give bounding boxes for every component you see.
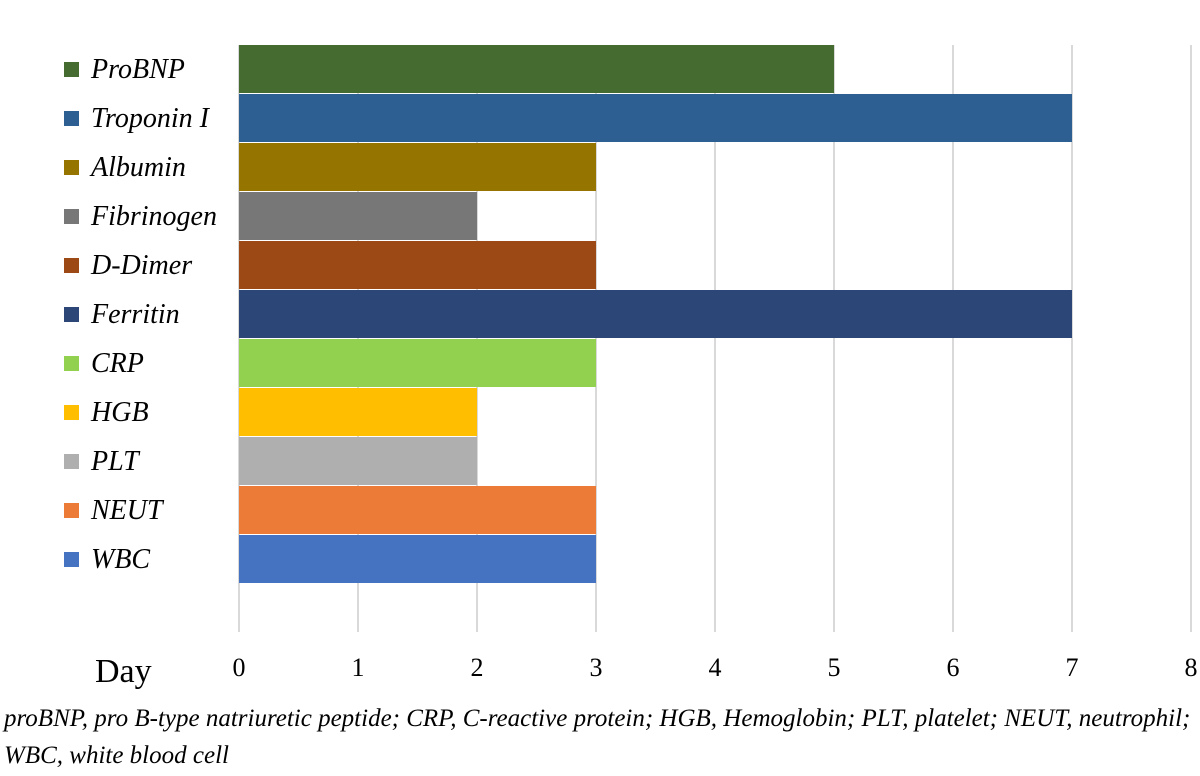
chart-footnote: proBNP, pro B-type natriuretic peptide; … [4,705,1191,769]
x-tick-label-8: 8 [1185,653,1198,682]
category-label-wbc: WBC [91,544,150,575]
legend-swatch-crp [64,356,79,371]
category-label-neut: NEUT [90,495,165,526]
bar-albumin [239,143,596,191]
bars [239,45,1072,583]
legend-swatch-hgb [64,405,79,420]
legend-swatch-troponin-i [64,111,79,126]
bar-probnp [239,45,834,93]
legend-swatch-neut [64,503,79,518]
legend-swatch-d-dimer [64,258,79,273]
gridlines [238,45,1192,632]
bar-fibrinogen [239,192,477,240]
legend-swatch-fibrinogen [64,209,79,224]
bar-wbc [239,535,596,583]
legend-swatch-ferritin [64,307,79,322]
category-label-probnp: ProBNP [90,54,185,85]
x-tick-labels: 0 1 2 3 4 5 6 7 8 [233,653,1198,682]
category-label-troponin-i: Troponin I [91,103,211,134]
x-axis-title: Day [95,653,152,690]
bar-troponin-i [239,94,1072,142]
bar-hgb [239,388,477,436]
x-tick-label-5: 5 [828,653,841,682]
category-label-fibrinogen: Fibrinogen [90,201,217,232]
bar-d-dimer [239,241,596,289]
bar-crp [239,339,596,387]
legend-swatch-albumin [64,160,79,175]
category-label-hgb: HGB [90,397,149,428]
category-label-crp: CRP [91,348,144,379]
x-tick-label-7: 7 [1066,653,1079,682]
bar-ferritin [239,290,1072,338]
x-tick-label-1: 1 [352,653,365,682]
legend-swatch-probnp [64,62,79,77]
category-label-albumin: Albumin [89,152,186,183]
x-tick-label-6: 6 [947,653,960,682]
x-tick-label-2: 2 [471,653,484,682]
category-label-plt: PLT [90,446,141,477]
bar-neut [239,486,596,534]
category-labels: ProBNP Troponin I Albumin Fibrinogen D-Dimer… [64,54,217,575]
x-tick-label-4: 4 [709,653,722,682]
legend-swatch-wbc [64,552,79,567]
x-tick-label-0: 0 [233,653,246,682]
legend-swatch-plt [64,454,79,469]
x-tick-label-3: 3 [590,653,603,682]
category-label-d-dimer: D-Dimer [90,250,192,281]
bar-plt [239,437,477,485]
category-label-ferritin: Ferritin [90,299,180,330]
